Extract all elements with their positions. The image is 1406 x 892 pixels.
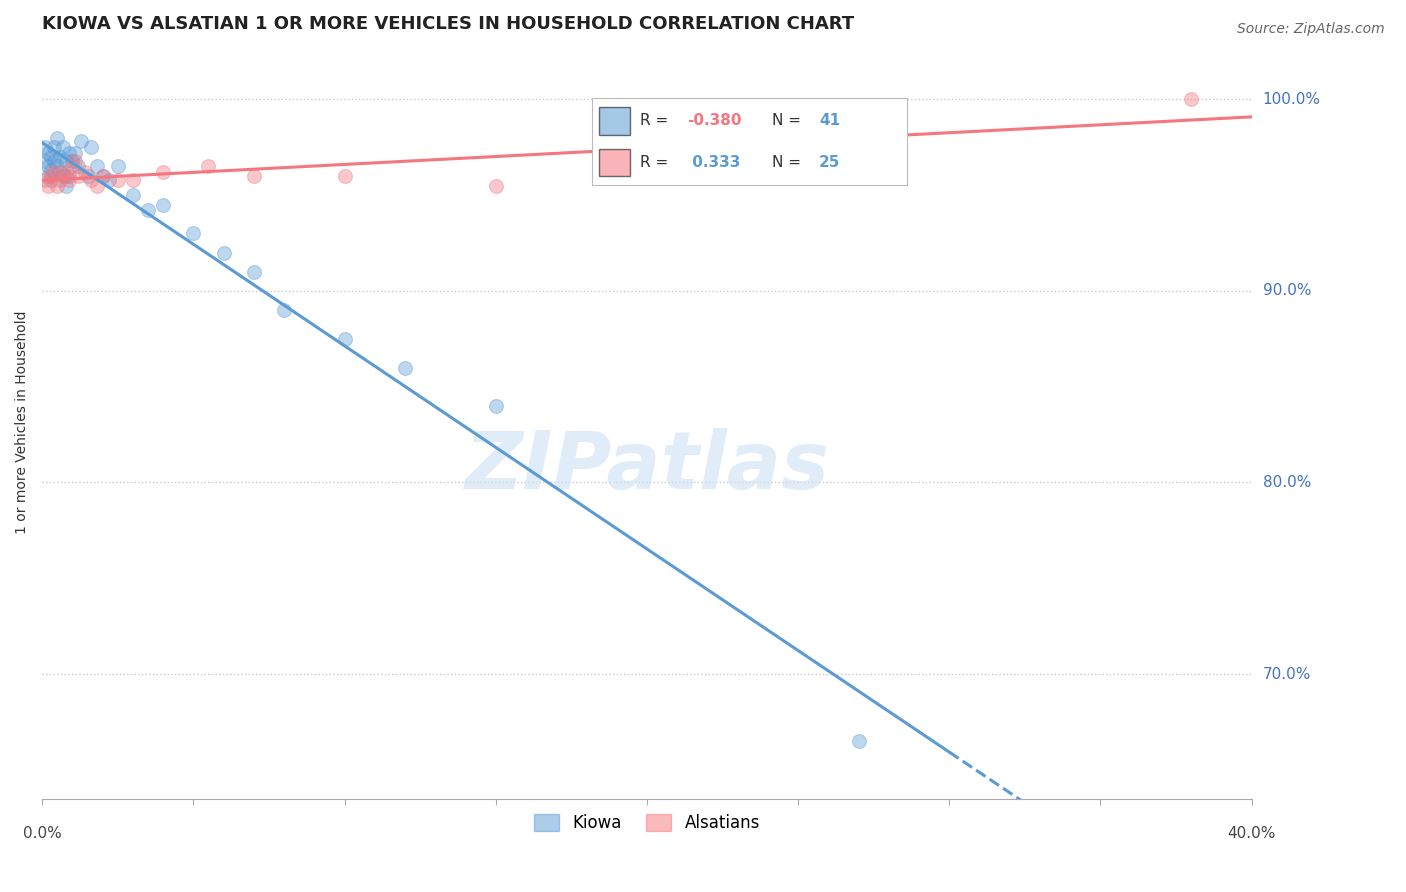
Text: 100.0%: 100.0% <box>1263 92 1320 107</box>
Text: 90.0%: 90.0% <box>1263 284 1312 299</box>
Point <box>394 360 416 375</box>
Point <box>49 150 72 164</box>
Point <box>52 169 75 183</box>
Point <box>183 227 205 241</box>
Point <box>107 159 129 173</box>
Point <box>107 173 129 187</box>
Point <box>58 173 80 187</box>
Y-axis label: 1 or more Vehicles in Household: 1 or more Vehicles in Household <box>15 310 30 533</box>
Point <box>39 163 62 178</box>
Text: 40.0%: 40.0% <box>1227 826 1275 841</box>
Point <box>37 169 59 183</box>
Point <box>39 169 62 183</box>
Point <box>73 165 96 179</box>
Point <box>848 734 870 748</box>
Point <box>197 159 219 173</box>
Point <box>44 153 66 168</box>
Text: 70.0%: 70.0% <box>1263 666 1310 681</box>
Point <box>58 145 80 160</box>
Point <box>37 145 59 160</box>
Point <box>91 169 114 183</box>
Point <box>65 153 87 168</box>
Point <box>122 188 145 202</box>
Point <box>55 153 77 168</box>
Point <box>49 173 72 187</box>
Point <box>58 169 80 183</box>
Point <box>49 165 72 179</box>
Point <box>62 159 84 173</box>
Text: 0.0%: 0.0% <box>22 826 62 841</box>
Point <box>46 130 69 145</box>
Point <box>44 140 66 154</box>
Point <box>136 203 159 218</box>
Point <box>122 173 145 187</box>
Text: Source: ZipAtlas.com: Source: ZipAtlas.com <box>1237 22 1385 37</box>
Point <box>65 145 87 160</box>
Point <box>34 140 56 154</box>
Text: KIOWA VS ALSATIAN 1 OR MORE VEHICLES IN HOUSEHOLD CORRELATION CHART: KIOWA VS ALSATIAN 1 OR MORE VEHICLES IN … <box>42 15 855 33</box>
Point <box>39 173 62 187</box>
Text: ZIPatlas: ZIPatlas <box>464 428 830 507</box>
Point <box>212 245 235 260</box>
Point <box>485 399 508 413</box>
Point <box>37 178 59 193</box>
Point <box>79 140 101 154</box>
Point <box>67 169 90 183</box>
Point <box>44 165 66 179</box>
Point <box>273 303 295 318</box>
Point <box>243 169 266 183</box>
Point <box>243 265 266 279</box>
Text: 80.0%: 80.0% <box>1263 475 1310 490</box>
Legend: Kiowa, Alsatians: Kiowa, Alsatians <box>527 807 766 839</box>
Point <box>636 153 658 168</box>
Point <box>333 332 356 346</box>
Point <box>67 159 90 173</box>
Point <box>37 159 59 173</box>
Point <box>152 197 174 211</box>
Point <box>34 173 56 187</box>
Point <box>55 178 77 193</box>
Point <box>55 169 77 183</box>
Point <box>52 140 75 154</box>
Point <box>1180 92 1202 106</box>
Point <box>76 169 98 183</box>
Point <box>46 178 69 193</box>
Point <box>86 159 108 173</box>
Point <box>46 159 69 173</box>
Point <box>79 173 101 187</box>
Point <box>91 169 114 183</box>
Point <box>39 150 62 164</box>
Point <box>34 153 56 168</box>
Point <box>485 178 508 193</box>
Point <box>152 165 174 179</box>
Point <box>333 169 356 183</box>
Point <box>86 178 108 193</box>
Point <box>97 173 120 187</box>
Point <box>52 165 75 179</box>
Point <box>70 135 93 149</box>
Point <box>62 153 84 168</box>
